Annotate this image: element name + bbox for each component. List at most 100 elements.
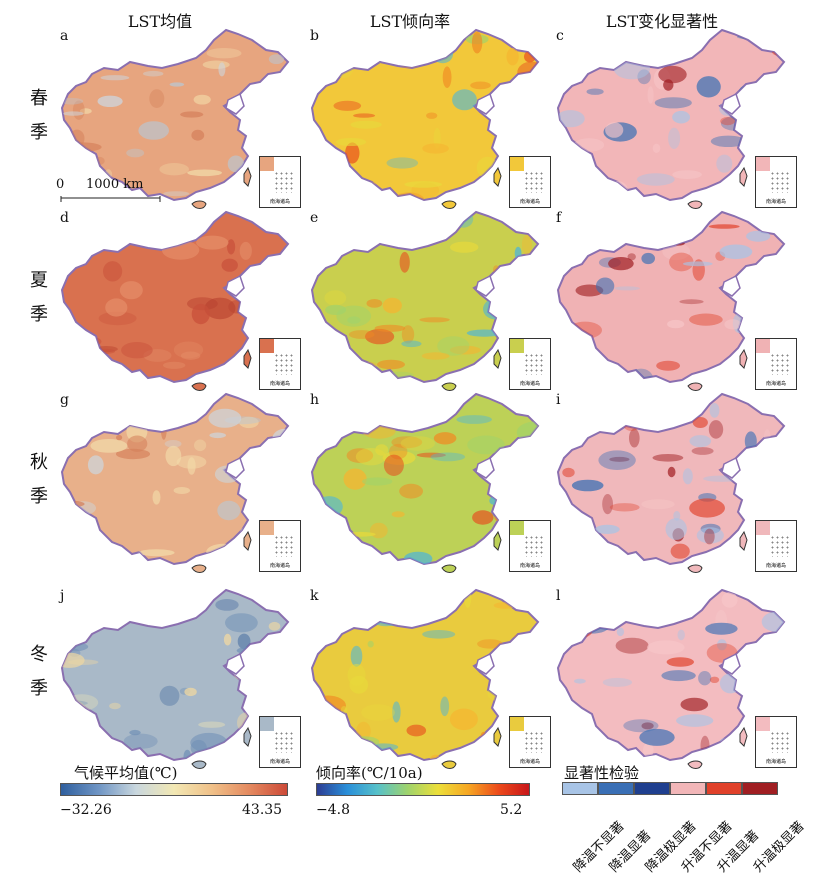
china-land [556, 28, 786, 202]
inset-islands [524, 535, 544, 557]
row-label-summer-bottom: 季 [30, 304, 48, 325]
inset-label: 南海诸岛 [520, 759, 541, 765]
inset-label: 南海诸岛 [270, 759, 291, 765]
inset-islands [274, 353, 294, 375]
panel-label: l [556, 588, 561, 604]
map-panel-e: 南海诸岛 e [306, 210, 551, 391]
inset-label: 南海诸岛 [766, 563, 787, 569]
south-china-sea-inset: 南海诸岛 [755, 338, 797, 390]
inset-land [510, 521, 524, 535]
inset-label: 南海诸岛 [270, 199, 291, 205]
china-map [310, 588, 540, 769]
row-label-summer: 夏 季 [26, 264, 52, 332]
inset-label: 南海诸岛 [270, 381, 291, 387]
south-china-sea-inset: 南海诸岛 [509, 156, 551, 208]
inset-land [510, 157, 524, 171]
row-label-autumn-bottom: 季 [30, 486, 48, 507]
inset-land [756, 339, 770, 353]
panel-label: i [556, 392, 561, 408]
hainan-island [191, 200, 207, 209]
row-label-winter: 冬 季 [26, 638, 52, 706]
south-china-sea-inset: 南海诸岛 [509, 716, 551, 768]
column-title-trend: LST倾向率 [369, 12, 451, 31]
map-panel-h: 南海诸岛 h [306, 392, 551, 573]
inset-land [510, 717, 524, 731]
map-panel-a: 南海诸岛 a [56, 28, 301, 209]
south-china-sea-inset: 南海诸岛 [259, 716, 301, 768]
legend-trend-title: 倾向率(℃/10a) [316, 764, 423, 782]
legend-mean-colorbar [60, 783, 288, 796]
taiwan-island [739, 348, 748, 369]
hainan-island [441, 200, 457, 209]
inset-land [510, 339, 524, 353]
panel-label: d [60, 210, 69, 226]
china-land [60, 588, 290, 762]
inset-label: 南海诸岛 [766, 199, 787, 205]
legend-mean-max: 43.35 [242, 802, 283, 818]
scale-bar-length: 1000 km [86, 177, 144, 192]
inset-islands [770, 171, 790, 193]
row-label-autumn-top: 秋 [30, 452, 48, 473]
china-land [310, 28, 540, 202]
china-map [556, 210, 786, 391]
row-label-spring: 春 季 [26, 82, 52, 150]
inset-land [260, 339, 274, 353]
panel-label: a [60, 28, 69, 44]
south-china-sea-inset: 南海诸岛 [259, 520, 301, 572]
taiwan-island [493, 726, 502, 747]
legend-significance-swatch [706, 782, 742, 795]
inset-label: 南海诸岛 [520, 563, 541, 569]
map-panel-j: 南海诸岛 j [56, 588, 301, 769]
legend-trend-min: −4.8 [316, 802, 350, 818]
row-label-winter-bottom: 季 [30, 678, 48, 699]
south-china-sea-inset: 南海诸岛 [259, 156, 301, 208]
legend-trend-colorbar [316, 783, 530, 796]
legend-significance-swatch [598, 782, 634, 795]
hainan-island [191, 760, 207, 769]
panel-label: c [556, 28, 564, 44]
row-label-winter-top: 冬 [30, 644, 48, 665]
map-panel-k: 南海诸岛 k [306, 588, 551, 769]
panel-label: f [556, 210, 562, 226]
map-panel-c: 南海诸岛 c [552, 28, 797, 209]
legend-significance-swatch [670, 782, 706, 795]
taiwan-island [493, 530, 502, 551]
inset-land [260, 521, 274, 535]
china-map [60, 28, 290, 209]
hainan-island [441, 760, 457, 769]
inset-islands [274, 731, 294, 753]
inset-islands [524, 731, 544, 753]
inset-land [756, 521, 770, 535]
hainan-island [687, 200, 703, 209]
inset-islands [524, 353, 544, 375]
inset-islands [274, 535, 294, 557]
legend-significance-label: 升温极显著 [750, 818, 808, 875]
inset-land [260, 717, 274, 731]
inset-islands [524, 171, 544, 193]
inset-label: 南海诸岛 [520, 381, 541, 387]
south-china-sea-inset: 南海诸岛 [755, 520, 797, 572]
map-panel-f: 南海诸岛 f [552, 210, 797, 391]
scale-bar-zero: 0 [56, 177, 65, 192]
panel-label: g [60, 392, 69, 408]
row-label-spring-bottom: 季 [30, 122, 48, 143]
china-land [310, 588, 540, 762]
taiwan-island [739, 726, 748, 747]
legend-mean-title: 气候平均值(℃) [74, 764, 178, 782]
row-label-autumn: 秋 季 [26, 446, 52, 514]
inset-land [756, 717, 770, 731]
china-map [556, 28, 786, 209]
map-panel-b: 南海诸岛 b [306, 28, 551, 209]
inset-label: 南海诸岛 [766, 759, 787, 765]
china-map [60, 210, 290, 391]
taiwan-island [739, 530, 748, 551]
china-map [310, 392, 540, 573]
china-map [310, 28, 540, 209]
inset-land [260, 157, 274, 171]
inset-islands [770, 353, 790, 375]
legend-trend-max: 5.2 [500, 802, 523, 818]
panel-label: h [310, 392, 320, 408]
hainan-island [441, 382, 457, 391]
china-map [60, 392, 290, 573]
legend-significance-title: 显著性检验 [564, 764, 640, 782]
